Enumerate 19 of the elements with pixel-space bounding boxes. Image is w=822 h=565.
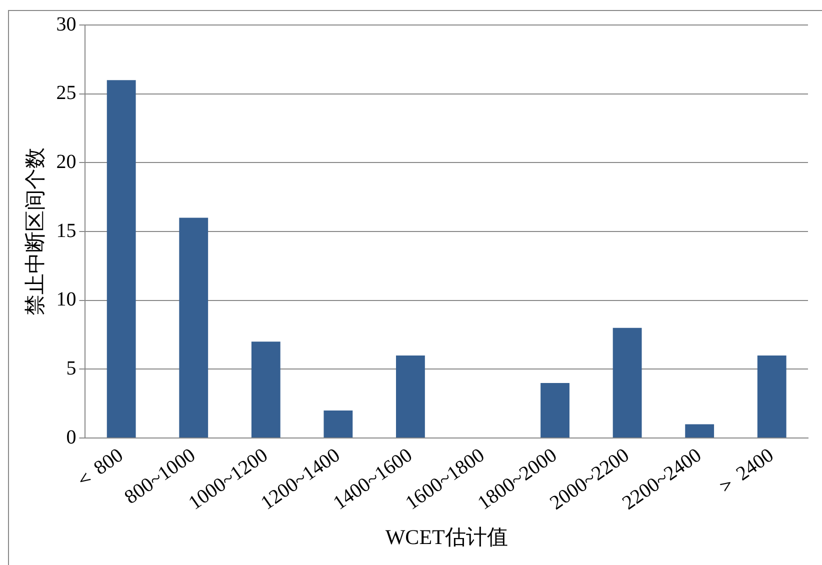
x-tick-label: ＞ 2400 xyxy=(712,444,778,500)
y-axis-title: 禁止中断区间个数 xyxy=(23,148,48,316)
bar xyxy=(612,328,642,438)
bar xyxy=(324,410,353,438)
bar xyxy=(251,342,280,438)
bar xyxy=(540,382,570,438)
y-tick-label: 30 xyxy=(56,13,76,36)
y-tick-label: 0 xyxy=(66,426,76,448)
y-tick-label: 25 xyxy=(56,82,76,104)
bar xyxy=(685,424,714,438)
y-tick-label: 10 xyxy=(56,288,76,311)
bar xyxy=(757,355,786,438)
bar xyxy=(106,80,136,438)
y-tick-label: 5 xyxy=(66,357,76,380)
y-tick-label: 15 xyxy=(56,220,76,242)
y-tick-label: 20 xyxy=(56,150,76,173)
bar xyxy=(179,218,208,438)
bar xyxy=(396,355,425,438)
x-axis-title: WCET估计值 xyxy=(385,524,508,549)
